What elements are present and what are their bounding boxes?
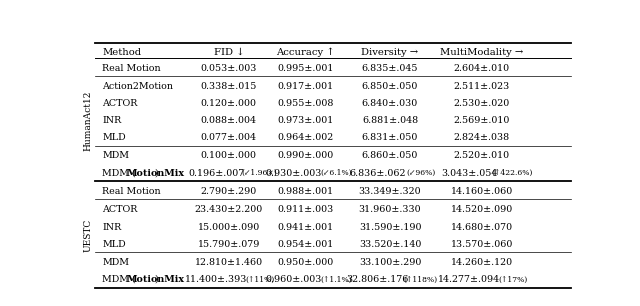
Text: 0.911±.003: 0.911±.003 bbox=[278, 205, 334, 214]
Text: ): ) bbox=[154, 169, 157, 178]
Text: 0.960±.003: 0.960±.003 bbox=[265, 275, 321, 284]
Text: 33.520±.140: 33.520±.140 bbox=[359, 240, 421, 249]
Text: 0.917±.001: 0.917±.001 bbox=[278, 82, 333, 91]
Text: MultiModality →: MultiModality → bbox=[440, 47, 524, 57]
Text: 0.196±.007: 0.196±.007 bbox=[188, 169, 244, 178]
Text: ): ) bbox=[154, 275, 157, 284]
Text: 13.570±.060: 13.570±.060 bbox=[451, 240, 513, 249]
Text: 6.860±.050: 6.860±.050 bbox=[362, 151, 418, 160]
Text: (↙96%): (↙96%) bbox=[406, 169, 435, 177]
Text: 31.960±.330: 31.960±.330 bbox=[358, 205, 421, 214]
Text: MLD: MLD bbox=[102, 133, 126, 142]
Text: 33.100±.290: 33.100±.290 bbox=[359, 258, 421, 267]
Text: 2.824±.038: 2.824±.038 bbox=[454, 133, 510, 142]
Text: 6.840±.030: 6.840±.030 bbox=[362, 99, 418, 108]
Text: MotionMix: MotionMix bbox=[126, 275, 184, 284]
Text: 6.831±.050: 6.831±.050 bbox=[362, 133, 418, 142]
Text: FID ↓: FID ↓ bbox=[214, 47, 244, 57]
Text: 6.836±.062: 6.836±.062 bbox=[349, 169, 406, 178]
Text: 0.338±.015: 0.338±.015 bbox=[200, 82, 257, 91]
Text: MotionMix: MotionMix bbox=[126, 169, 184, 178]
Text: 0.053±.003: 0.053±.003 bbox=[200, 64, 257, 73]
Text: Action2Motion: Action2Motion bbox=[102, 82, 173, 91]
Text: (↑422.6%): (↑422.6%) bbox=[492, 169, 533, 177]
Text: (↑118%): (↑118%) bbox=[404, 275, 438, 283]
Text: Diversity →: Diversity → bbox=[362, 47, 419, 57]
Text: INR: INR bbox=[102, 116, 122, 125]
Text: Accuracy ↑: Accuracy ↑ bbox=[276, 47, 335, 57]
Text: 14.260±.120: 14.260±.120 bbox=[451, 258, 513, 267]
Text: 0.990±.000: 0.990±.000 bbox=[278, 151, 334, 160]
Text: 15.000±.090: 15.000±.090 bbox=[198, 222, 260, 232]
Text: 14.520±.090: 14.520±.090 bbox=[451, 205, 513, 214]
Text: 0.088±.004: 0.088±.004 bbox=[201, 116, 257, 125]
Text: 0.964±.002: 0.964±.002 bbox=[278, 133, 334, 142]
Text: ACTOR: ACTOR bbox=[102, 205, 138, 214]
Text: 0.077±.004: 0.077±.004 bbox=[201, 133, 257, 142]
Text: 0.120±.000: 0.120±.000 bbox=[201, 99, 257, 108]
Text: MDM (: MDM ( bbox=[102, 275, 136, 284]
Text: 6.881±.048: 6.881±.048 bbox=[362, 116, 418, 125]
Text: 32.806±.176: 32.806±.176 bbox=[346, 275, 409, 284]
Text: 2.520±.010: 2.520±.010 bbox=[454, 151, 510, 160]
Text: 2.511±.023: 2.511±.023 bbox=[454, 82, 510, 91]
Text: (↑17%): (↑17%) bbox=[498, 275, 527, 283]
Text: 0.955±.008: 0.955±.008 bbox=[278, 99, 334, 108]
Text: 3.043±.054: 3.043±.054 bbox=[441, 169, 497, 178]
Text: 11.400±.393: 11.400±.393 bbox=[185, 275, 248, 284]
Text: 6.835±.045: 6.835±.045 bbox=[362, 64, 419, 73]
Text: Real Motion: Real Motion bbox=[102, 187, 161, 196]
Text: INR: INR bbox=[102, 222, 122, 232]
Text: 2.604±.010: 2.604±.010 bbox=[454, 64, 510, 73]
Text: MDM (: MDM ( bbox=[102, 169, 136, 178]
Text: 31.590±.190: 31.590±.190 bbox=[359, 222, 421, 232]
Text: Method: Method bbox=[102, 47, 141, 57]
Text: 0.950±.000: 0.950±.000 bbox=[278, 258, 334, 267]
Text: MLD: MLD bbox=[102, 240, 126, 249]
Text: 2.790±.290: 2.790±.290 bbox=[201, 187, 257, 196]
Text: MDM: MDM bbox=[102, 151, 129, 160]
Text: Real Motion: Real Motion bbox=[102, 64, 161, 73]
Text: (↙1.96×): (↙1.96×) bbox=[242, 169, 277, 177]
Text: 12.810±1.460: 12.810±1.460 bbox=[195, 258, 263, 267]
Text: 6.850±.050: 6.850±.050 bbox=[362, 82, 418, 91]
Text: MDM: MDM bbox=[102, 258, 129, 267]
Text: 0.988±.001: 0.988±.001 bbox=[278, 187, 333, 196]
Text: 14.277±.094: 14.277±.094 bbox=[438, 275, 500, 284]
Text: 15.790±.079: 15.790±.079 bbox=[198, 240, 260, 249]
Text: (↙6.1%): (↙6.1%) bbox=[321, 169, 352, 177]
Text: (↑11%): (↑11%) bbox=[245, 275, 274, 283]
Text: 0.930±.003: 0.930±.003 bbox=[265, 169, 321, 178]
Text: 23.430±2.200: 23.430±2.200 bbox=[195, 205, 263, 214]
Text: 0.941±.001: 0.941±.001 bbox=[278, 222, 333, 232]
Text: (↑1.1%): (↑1.1%) bbox=[321, 275, 352, 283]
Text: 0.973±.001: 0.973±.001 bbox=[278, 116, 334, 125]
Text: ACTOR: ACTOR bbox=[102, 99, 138, 108]
Text: HumanAct12: HumanAct12 bbox=[83, 91, 92, 151]
Text: 2.569±.010: 2.569±.010 bbox=[454, 116, 510, 125]
Text: 33.349±.320: 33.349±.320 bbox=[358, 187, 421, 196]
Text: 14.160±.060: 14.160±.060 bbox=[451, 187, 513, 196]
Text: 2.530±.020: 2.530±.020 bbox=[454, 99, 510, 108]
Text: 0.954±.001: 0.954±.001 bbox=[278, 240, 334, 249]
Text: 0.995±.001: 0.995±.001 bbox=[278, 64, 334, 73]
Text: 14.680±.070: 14.680±.070 bbox=[451, 222, 513, 232]
Text: 0.100±.000: 0.100±.000 bbox=[201, 151, 257, 160]
Text: UESTC: UESTC bbox=[83, 219, 92, 252]
